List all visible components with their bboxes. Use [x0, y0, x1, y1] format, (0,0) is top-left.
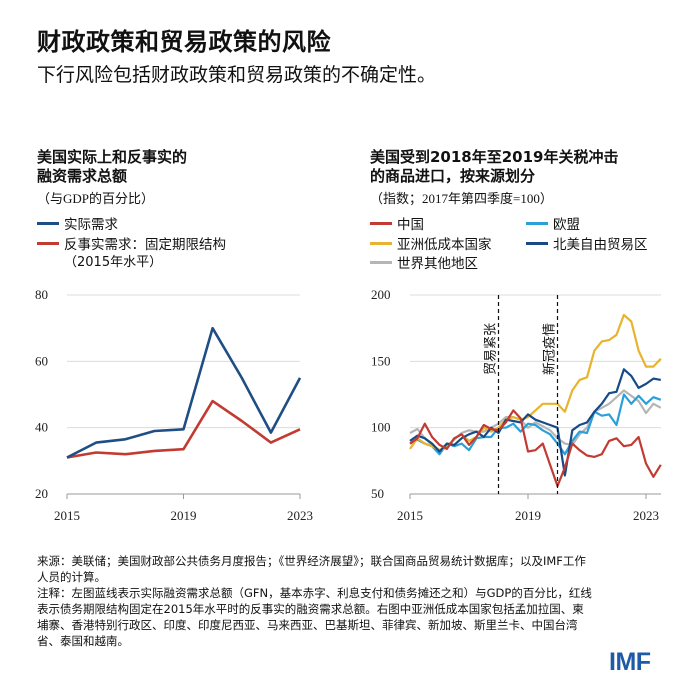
legend-label: 欧盟: [553, 217, 580, 233]
chart-left: 20 40 60 80 2015 2019 2023: [35, 287, 313, 523]
legend-item-china: 中国: [370, 213, 424, 233]
right-chart-subtitle: （指数；2017年第四季度=100）: [370, 191, 553, 206]
legend-label-line2: （2015年水平）: [64, 255, 163, 270]
legend-label: 实际需求: [64, 217, 118, 233]
left-chart-subtitle: （与GDP的百分比）: [37, 191, 155, 206]
left-chart-title: 美国实际上和反事实的 融资需求总额: [37, 148, 187, 186]
y-tick-label: 200: [371, 287, 391, 302]
x-tick-label: 2015: [397, 508, 423, 523]
series-line: [409, 409, 662, 488]
legend-swatch: [370, 260, 392, 264]
event-label: 新冠疫情: [542, 323, 558, 375]
x-tick-label: 2015: [54, 508, 80, 523]
legend-label: 亚洲低成本国家: [397, 237, 492, 253]
legend-item-rest-of-world: 世界其他地区: [370, 252, 478, 272]
y-tick-label: 80: [35, 287, 48, 302]
right-chart-title: 美国受到2018年至2019年关税冲击 的商品进口，按来源划分: [370, 148, 619, 186]
chart-right: 50 100 150 200 2015 2019 2023 贸易紧张 新冠疫情: [371, 287, 662, 523]
right-title-line1: 美国受到2018年至2019年关税冲击: [370, 148, 619, 166]
legend-swatch: [370, 221, 392, 225]
legend-item-eu: 欧盟: [526, 213, 580, 233]
legend-swatch: [37, 241, 59, 245]
left-title-line1: 美国实际上和反事实的: [37, 148, 188, 166]
legend-item-asia-low-cost: 亚洲低成本国家: [370, 233, 492, 253]
series-line: [66, 399, 301, 459]
source-note: 来源：美联储；美国财政部公共债务月度报告；《世界经济展望》；联合国商品贸易统计数…: [37, 554, 586, 584]
legend-swatch: [526, 241, 548, 245]
legend-swatch: [37, 221, 59, 225]
x-tick-label: 2023: [633, 508, 659, 523]
legend-swatch: [370, 241, 392, 245]
series-line: [409, 313, 662, 452]
series-line: [409, 368, 661, 477]
legend-label: 世界其他地区: [397, 256, 478, 272]
right-title-line2: 的商品进口，按来源划分: [370, 167, 536, 185]
x-tick-label: 2023: [287, 508, 313, 523]
legend-item-actual: 实际需求: [37, 213, 118, 233]
y-tick-label: 100: [371, 420, 391, 435]
x-tick-label: 2019: [515, 508, 541, 523]
y-tick-label: 60: [35, 353, 48, 368]
legend-label: 北美自由贸易区: [553, 237, 648, 253]
y-tick-label: 50: [371, 486, 384, 501]
left-title-line2: 融资需求总额: [37, 167, 128, 185]
legend-item-counterfactual: 反事实需求：固定期限结构: [37, 233, 226, 253]
legend-item-nafta: 北美自由贸易区: [526, 233, 648, 253]
footnotes: 来源：美联储；美国财政部公共债务月度报告；《世界经济展望》；联合国商品贸易统计数…: [37, 553, 592, 649]
series-line: [66, 326, 302, 459]
y-tick-label: 150: [371, 353, 391, 368]
page-subtitle: 下行风险包括财政政策和贸易政策的不确定性。: [37, 64, 437, 86]
explanatory-note: 注释：左图蓝线表示实际融资需求总额（GFN，基本赤字、利息支付和债务摊还之和）与…: [37, 586, 592, 648]
page-title: 财政政策和贸易政策的风险: [37, 28, 331, 56]
legend-label: 中国: [397, 217, 424, 233]
legend-label: 反事实需求：固定期限结构: [64, 237, 226, 253]
y-tick-label: 40: [35, 420, 48, 435]
legend-swatch: [526, 221, 548, 225]
x-tick-label: 2019: [171, 508, 197, 523]
y-tick-label: 20: [35, 486, 48, 501]
event-label: 贸易紧张: [484, 323, 499, 375]
imf-logo: IMF: [609, 648, 651, 676]
